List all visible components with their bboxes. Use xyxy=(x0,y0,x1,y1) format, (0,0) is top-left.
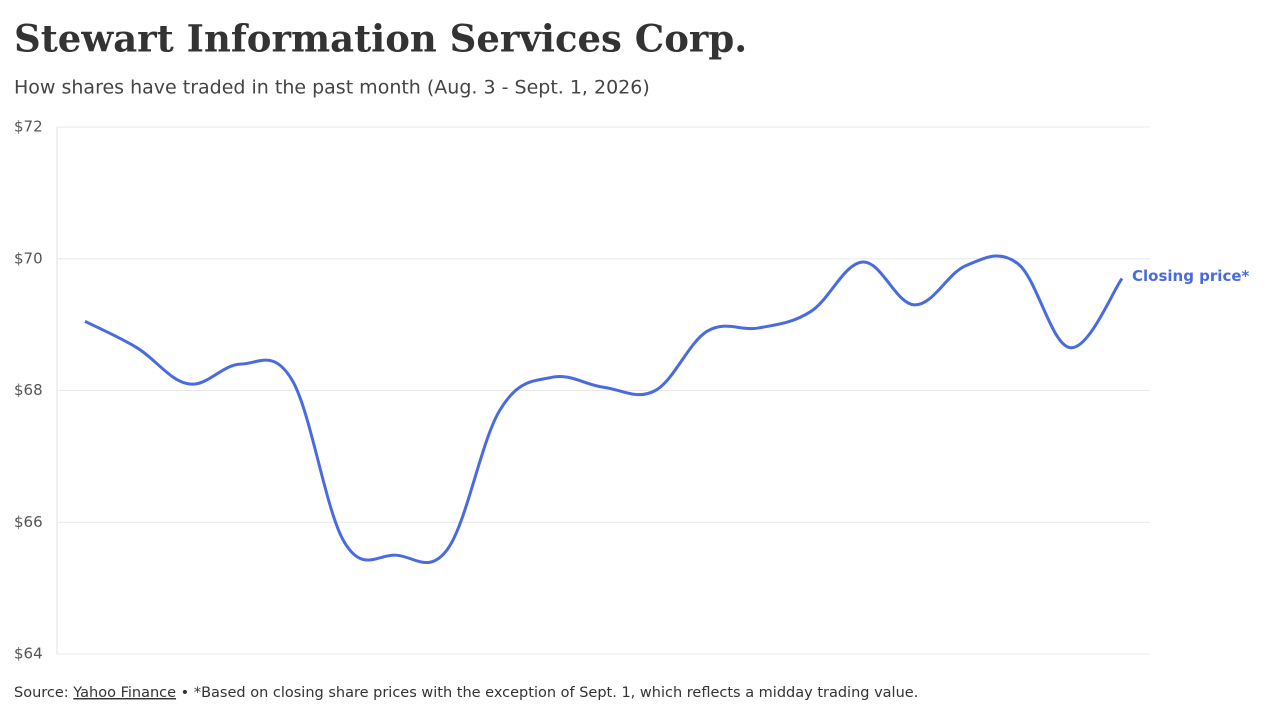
source-note: • *Based on closing share prices with th… xyxy=(181,685,919,701)
series-label: Closing price* xyxy=(1132,267,1250,285)
y-tick-label: $70 xyxy=(14,249,43,267)
source-footer: Source: Yahoo Finance • *Based on closin… xyxy=(14,685,918,701)
price-line xyxy=(84,254,1124,564)
y-tick-label: $72 xyxy=(14,118,43,136)
chart-subtitle: How shares have traded in the past month… xyxy=(14,77,650,99)
y-tick-label: $66 xyxy=(14,513,43,531)
source-link[interactable]: Yahoo Finance xyxy=(72,685,176,701)
y-tick-label: $64 xyxy=(14,645,43,663)
source-prefix: Source: xyxy=(14,685,69,701)
chart-title: Stewart Information Services Corp. xyxy=(14,17,747,61)
y-tick-label: $68 xyxy=(14,381,43,399)
